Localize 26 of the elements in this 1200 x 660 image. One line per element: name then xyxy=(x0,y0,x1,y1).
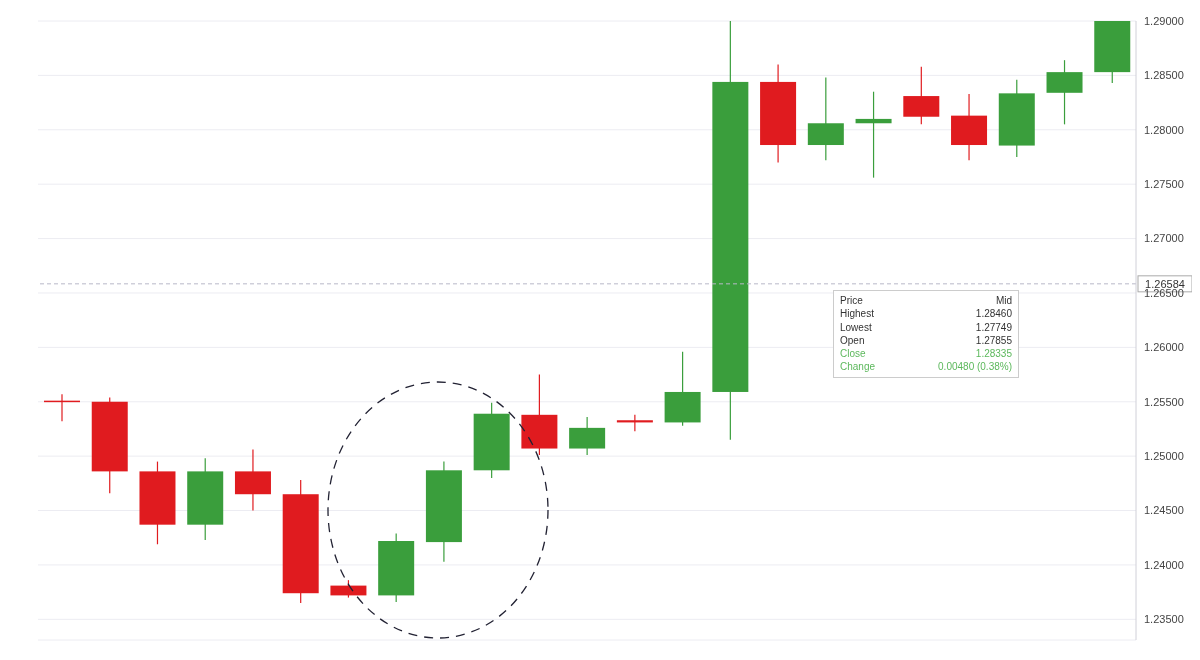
y-tick-label: 1.24500 xyxy=(1144,504,1184,517)
y-tick-label: 1.28500 xyxy=(1144,69,1184,82)
candlestick xyxy=(855,91,892,179)
annotation: Open xyxy=(840,333,865,348)
annotation: Highest xyxy=(840,307,874,321)
y-tick-label: 1.27000 xyxy=(1144,232,1184,245)
annotation: 1.28460 xyxy=(975,307,1012,321)
y-tick-label: 1.27500 xyxy=(1144,178,1184,191)
annotation: Price xyxy=(840,294,863,308)
y-tick-label: 1.29000 xyxy=(1144,14,1184,27)
y-tick-label: 1.23500 xyxy=(1144,613,1184,626)
ref-line-label: 1.26584 xyxy=(1145,277,1185,290)
y-tick-label: 1.25500 xyxy=(1144,395,1184,408)
annotation: 0.00480 (0.38%) xyxy=(938,360,1012,374)
candlestick xyxy=(616,414,653,432)
annotation: 1.28335 xyxy=(975,347,1012,361)
y-tick-label: 1.28000 xyxy=(1144,123,1184,136)
annotation: Mid xyxy=(995,294,1012,308)
annotation: 1.27855 xyxy=(975,333,1012,348)
annotation: Change xyxy=(840,360,876,374)
y-tick-label: 1.25000 xyxy=(1144,450,1184,463)
annotation: Close xyxy=(840,347,866,361)
y-tick-label: 1.26000 xyxy=(1144,341,1184,354)
y-tick-label: 1.24000 xyxy=(1144,558,1184,571)
annotation: Lowest xyxy=(840,320,872,334)
annotation: 1.27749 xyxy=(975,320,1012,334)
